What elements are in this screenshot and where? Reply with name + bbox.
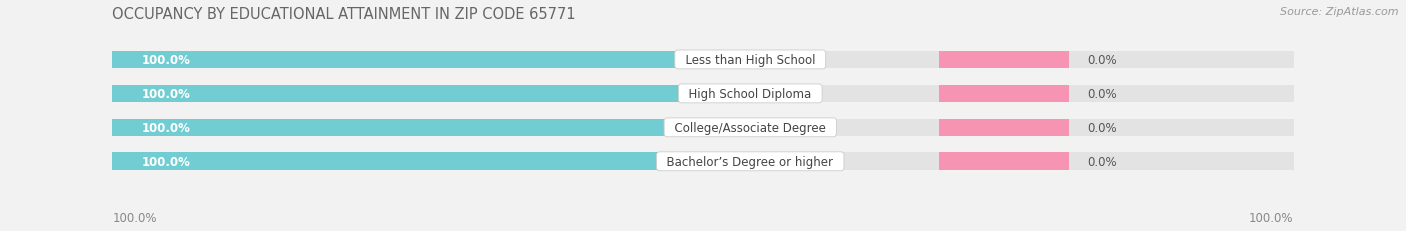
Text: 0.0%: 0.0% <box>1087 88 1116 100</box>
Text: 100.0%: 100.0% <box>142 54 191 67</box>
Bar <box>112 85 797 103</box>
Bar <box>112 119 797 137</box>
Bar <box>112 119 1294 137</box>
Text: 100.0%: 100.0% <box>142 155 191 168</box>
Text: College/Associate Degree: College/Associate Degree <box>666 121 834 134</box>
Text: 0.0%: 0.0% <box>1087 155 1116 168</box>
Bar <box>112 51 797 69</box>
Text: 100.0%: 100.0% <box>112 211 157 224</box>
Text: OCCUPANCY BY EDUCATIONAL ATTAINMENT IN ZIP CODE 65771: OCCUPANCY BY EDUCATIONAL ATTAINMENT IN Z… <box>112 7 576 22</box>
Text: Source: ZipAtlas.com: Source: ZipAtlas.com <box>1281 7 1399 17</box>
Bar <box>112 153 797 170</box>
Bar <box>112 85 1294 103</box>
Bar <box>939 51 1069 69</box>
Text: 0.0%: 0.0% <box>1087 121 1116 134</box>
Text: Bachelor’s Degree or higher: Bachelor’s Degree or higher <box>659 155 841 168</box>
Bar <box>112 51 1294 69</box>
Text: 0.0%: 0.0% <box>1087 54 1116 67</box>
Text: 100.0%: 100.0% <box>142 121 191 134</box>
Text: High School Diploma: High School Diploma <box>682 88 820 100</box>
Text: 100.0%: 100.0% <box>142 88 191 100</box>
Text: Less than High School: Less than High School <box>678 54 823 67</box>
Bar <box>939 85 1069 103</box>
Text: 100.0%: 100.0% <box>1249 211 1294 224</box>
Bar <box>939 153 1069 170</box>
Bar <box>112 153 1294 170</box>
Bar <box>939 119 1069 137</box>
